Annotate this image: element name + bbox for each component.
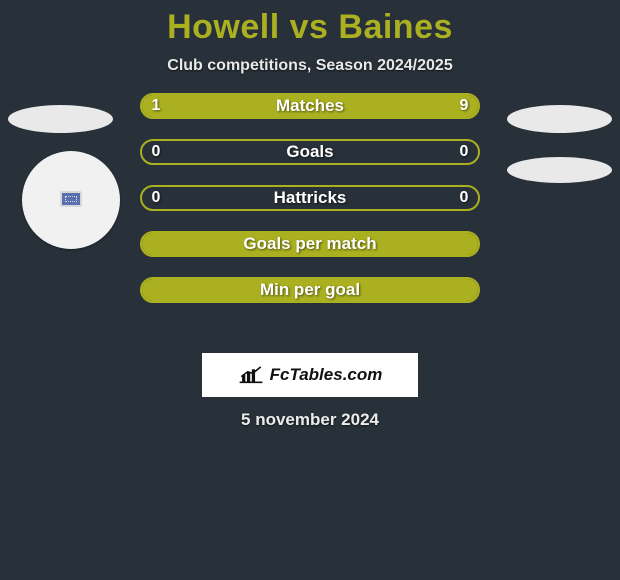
date-label: 5 november 2024 [0,410,620,430]
stat-bars: 19Matches 00Goals 00Hattricks Goals per mat… [140,93,480,323]
stat-label: Min per goal [142,279,478,301]
avatar-placeholder-icon [60,191,82,207]
stat-label: Goals per match [142,233,478,255]
stat-label: Hattricks [142,187,478,209]
brand-label: FcTables.com [270,365,383,385]
right-player-ellipse [507,105,612,133]
stat-label: Goals [142,141,478,163]
stat-bar: 00Hattricks [140,185,480,211]
left-player-avatar [22,151,120,249]
right-player-ellipse-2 [507,157,612,183]
subtitle: Club competitions, Season 2024/2025 [0,57,620,75]
stat-bar: 19Matches [140,93,480,119]
brand-chart-icon [238,364,264,386]
stat-label: Matches [142,95,478,117]
brand-badge: FcTables.com [202,353,418,397]
stat-bar: Goals per match [140,231,480,257]
stat-bar: Min per goal [140,277,480,303]
page-title: Howell vs Baines [0,0,620,47]
left-player-ellipse [8,105,113,133]
stat-bar: 00Goals [140,139,480,165]
